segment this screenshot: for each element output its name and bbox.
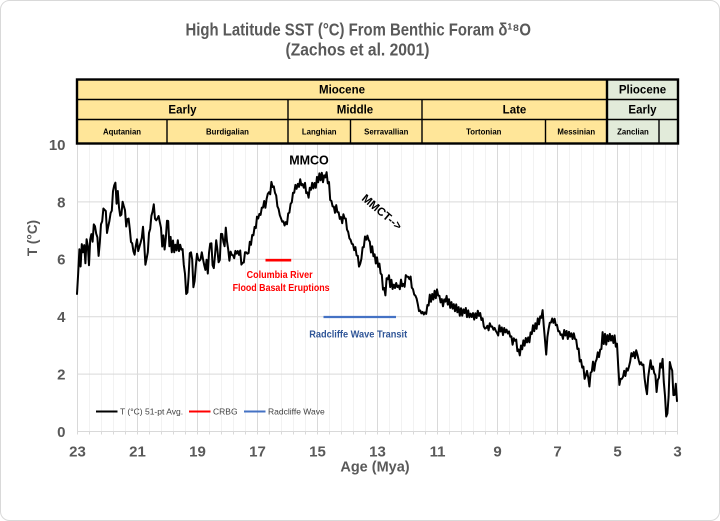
svg-text:13: 13 bbox=[369, 444, 386, 461]
svg-text:Early: Early bbox=[628, 105, 657, 117]
svg-text:Columbia River: Columbia River bbox=[247, 270, 313, 281]
svg-text:Zanclian: Zanclian bbox=[617, 128, 649, 137]
svg-text:17: 17 bbox=[249, 444, 266, 461]
svg-text:Miocene: Miocene bbox=[319, 85, 365, 97]
svg-text:10: 10 bbox=[49, 137, 66, 154]
svg-text:0: 0 bbox=[57, 424, 65, 441]
svg-text:Flood Basalt Eruptions: Flood Basalt Eruptions bbox=[233, 283, 330, 294]
svg-text:High Latitude SST (°C) From Be: High Latitude SST (°C) From Benthic Fora… bbox=[186, 20, 532, 40]
svg-text:Radcliffe Wave: Radcliffe Wave bbox=[268, 407, 325, 417]
svg-text:11: 11 bbox=[430, 444, 446, 461]
svg-text:Pliocene: Pliocene bbox=[619, 85, 666, 97]
svg-text:9: 9 bbox=[493, 444, 501, 461]
svg-text:MMCO: MMCO bbox=[289, 154, 329, 168]
svg-text:Tortonian: Tortonian bbox=[466, 128, 502, 137]
svg-text:Aqutanian: Aqutanian bbox=[103, 128, 141, 137]
svg-text:Radcliffe Wave Transit: Radcliffe Wave Transit bbox=[309, 329, 408, 340]
svg-text:5: 5 bbox=[613, 444, 621, 461]
svg-text:T (°C) 51-pt Avg.: T (°C) 51-pt Avg. bbox=[120, 407, 183, 417]
svg-text:T (°C): T (°C) bbox=[25, 220, 40, 256]
svg-text:CRBG: CRBG bbox=[213, 407, 238, 417]
svg-text:3: 3 bbox=[673, 444, 681, 461]
svg-text:Langhian: Langhian bbox=[302, 128, 337, 137]
svg-text:Middle: Middle bbox=[337, 105, 373, 117]
svg-text:Early: Early bbox=[168, 105, 197, 117]
svg-text:7: 7 bbox=[553, 444, 561, 461]
svg-text:15: 15 bbox=[309, 444, 326, 461]
svg-text:Serravallian: Serravallian bbox=[364, 128, 408, 137]
svg-text:Age (Mya): Age (Mya) bbox=[340, 460, 409, 476]
svg-text:2: 2 bbox=[57, 367, 65, 384]
svg-text:19: 19 bbox=[189, 444, 206, 461]
svg-text:6: 6 bbox=[57, 252, 65, 269]
svg-text:Burdigalian: Burdigalian bbox=[206, 128, 249, 137]
svg-text:21: 21 bbox=[129, 444, 146, 461]
svg-text:4: 4 bbox=[57, 309, 66, 326]
svg-text:(Zachos et al. 2001): (Zachos et al. 2001) bbox=[286, 40, 430, 60]
svg-text:23: 23 bbox=[69, 444, 86, 461]
svg-text:Messinian: Messinian bbox=[557, 128, 595, 137]
svg-text:Late: Late bbox=[503, 105, 527, 117]
svg-text:8: 8 bbox=[57, 194, 65, 211]
